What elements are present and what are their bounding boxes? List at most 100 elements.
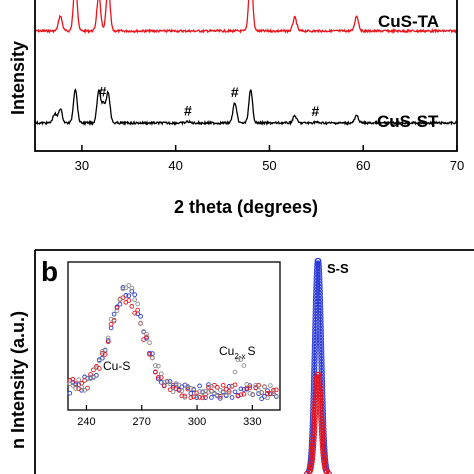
raman-main-point	[319, 437, 326, 445]
inset-point	[94, 365, 99, 371]
inset-point	[170, 389, 176, 394]
raman-main-point	[312, 299, 320, 307]
raman-main-point	[311, 362, 318, 370]
inset-point	[194, 393, 200, 399]
inset-point	[220, 382, 226, 388]
raman-main-point	[315, 263, 322, 271]
raman-main-curves	[304, 257, 332, 474]
raman-main-point	[316, 278, 323, 286]
inset-point	[241, 391, 247, 397]
raman-main-point	[308, 458, 315, 466]
inset-point	[262, 384, 267, 390]
raman-main-point	[309, 452, 316, 460]
inset-point	[209, 383, 214, 389]
raman-main-point	[316, 272, 323, 280]
raman-main-point	[317, 317, 324, 325]
inset-point	[176, 388, 182, 393]
inset-point	[203, 395, 208, 400]
inset-point	[135, 301, 141, 307]
inset-point	[256, 382, 261, 388]
inset-point	[114, 305, 120, 311]
impurity-marker: #	[99, 84, 107, 100]
raman-main-point	[310, 434, 317, 442]
inset-point	[229, 383, 235, 389]
inset-point	[102, 352, 108, 357]
inset-point	[129, 285, 135, 291]
raman-main-point	[308, 461, 315, 469]
raman-main-point	[311, 422, 318, 430]
series-label-cus-ta: CuS-TA	[378, 12, 439, 31]
inset-point	[203, 388, 208, 394]
raman-main-point	[317, 401, 324, 409]
inset-point	[135, 307, 141, 313]
inset-x-ticks: 240 270 300 330	[77, 405, 262, 428]
raman-main-point	[318, 410, 325, 418]
inset-point	[94, 372, 99, 378]
raman-main-point	[311, 356, 318, 364]
raman-main-point	[316, 275, 323, 283]
inset-point	[259, 396, 264, 402]
raman-main-point	[317, 326, 324, 334]
raman-main-point	[312, 389, 320, 397]
inset-points	[67, 283, 279, 402]
inset-point	[265, 395, 270, 401]
raman-main-point	[319, 434, 326, 442]
inset-point	[96, 358, 102, 364]
raman-main-point	[321, 461, 328, 469]
inset-point	[76, 377, 82, 383]
raman-main-point	[316, 383, 323, 391]
panel-a-frame	[34, 0, 458, 152]
inset-point	[147, 351, 152, 357]
raman-main-point	[311, 413, 318, 421]
inset-point	[238, 392, 244, 398]
inset-point	[217, 393, 223, 399]
raman-main-point	[311, 344, 318, 352]
raman-main-point	[318, 419, 325, 427]
raman-main-point	[317, 308, 324, 316]
raman-main-point	[312, 308, 319, 316]
inset-point	[253, 385, 259, 391]
inset-point	[132, 292, 138, 298]
xrd-line-cus-ta	[34, 0, 457, 35]
raman-main-point	[316, 281, 323, 289]
raman-main-point	[317, 320, 324, 328]
panel-a-y-axis-title: Intensity	[8, 41, 28, 115]
raman-main-point	[315, 269, 323, 277]
inset-point	[217, 387, 223, 393]
inset-point	[111, 311, 117, 317]
raman-main-point	[315, 374, 322, 382]
inset-point	[247, 385, 253, 391]
inset-point	[114, 308, 120, 314]
inset-point	[123, 293, 129, 298]
raman-main-point	[309, 443, 317, 451]
x-tick-label: 30	[75, 158, 89, 173]
raman-main-point	[312, 302, 319, 310]
inset-point	[232, 369, 238, 375]
raman-main-point	[311, 341, 319, 349]
raman-main-point	[317, 305, 324, 313]
inset-point	[214, 384, 220, 390]
raman-main-point	[315, 257, 322, 265]
raman-main-point	[320, 446, 327, 454]
raman-main-point	[321, 458, 328, 466]
inset-point	[200, 395, 205, 401]
raman-main-point	[319, 440, 326, 448]
raman-main-point	[320, 455, 328, 463]
inset-point	[73, 386, 79, 391]
inset-point	[117, 301, 123, 307]
inset-point	[129, 304, 135, 309]
x-tick-label: 70	[450, 158, 464, 173]
raman-main-point	[318, 356, 325, 364]
inset-point	[144, 331, 149, 337]
inset-point	[155, 375, 161, 380]
panel-a-x-ticks: 30 40 50 60 70	[75, 145, 464, 173]
raman-main-point	[318, 347, 325, 355]
panel-b-y-axis-title: n Intensity (a.u.)	[8, 311, 28, 449]
inset-x-tick-label: 270	[133, 416, 151, 428]
inset-point	[259, 389, 264, 395]
raman-main-point	[317, 398, 324, 406]
impurity-marker: #	[231, 84, 239, 100]
raman-main-point	[311, 347, 318, 355]
raman-main-point	[307, 464, 314, 472]
